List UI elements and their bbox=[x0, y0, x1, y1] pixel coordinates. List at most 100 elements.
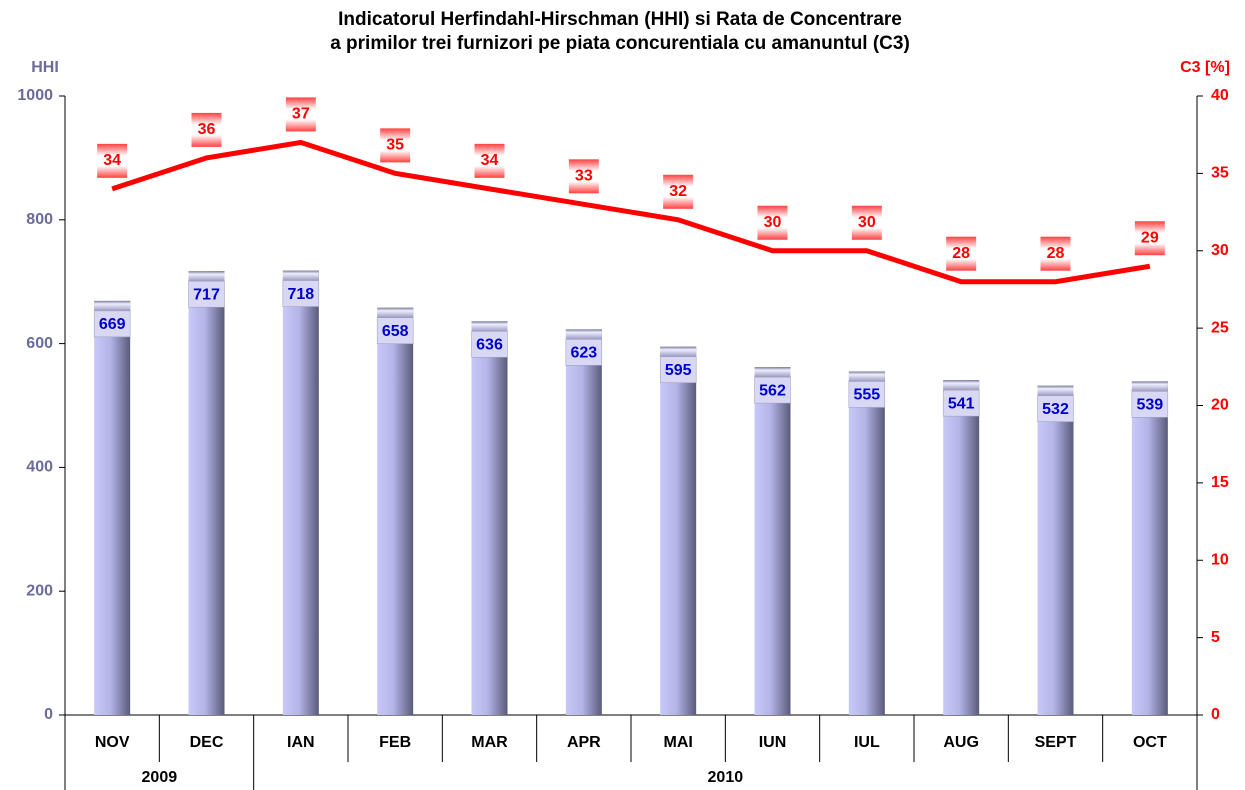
bar bbox=[565, 329, 602, 715]
value-label-box bbox=[851, 205, 882, 240]
y2-tick-label: 20 bbox=[1211, 397, 1229, 414]
category-group-label: 2009 bbox=[142, 769, 178, 786]
value-label-box bbox=[471, 331, 508, 358]
y2-axis-label: C3 [%] bbox=[1180, 59, 1230, 76]
value-label: 32 bbox=[669, 183, 687, 200]
bar-cap bbox=[660, 346, 697, 357]
value-label: 29 bbox=[1141, 229, 1159, 246]
value-label: 30 bbox=[858, 214, 876, 231]
value-label: 30 bbox=[764, 214, 782, 231]
value-label-box bbox=[659, 356, 697, 383]
value-label: 34 bbox=[103, 152, 121, 169]
value-label-box bbox=[565, 339, 603, 366]
value-label-box bbox=[1134, 221, 1165, 256]
value-label-box bbox=[663, 174, 694, 209]
value-label: 717 bbox=[193, 286, 220, 303]
y2-tick-label: 40 bbox=[1211, 87, 1229, 104]
bar bbox=[471, 321, 508, 715]
chart-subtitle: a primilor trei furnizori pe piata concu… bbox=[330, 33, 910, 54]
bar-cap bbox=[1037, 385, 1074, 396]
x-tick-label: AUG bbox=[943, 734, 979, 751]
value-label: 636 bbox=[476, 337, 503, 354]
bar bbox=[94, 300, 131, 715]
value-label-box bbox=[754, 376, 791, 404]
value-label-box bbox=[188, 280, 225, 308]
y-tick-label: 600 bbox=[26, 335, 53, 352]
value-label-box bbox=[376, 317, 414, 344]
value-label: 623 bbox=[570, 345, 597, 362]
bar bbox=[188, 271, 225, 715]
bar-cap bbox=[471, 321, 508, 332]
x-tick-label: MAI bbox=[664, 734, 693, 751]
x-tick-label: FEB bbox=[379, 734, 411, 751]
bar bbox=[754, 367, 791, 715]
y2-tick-label: 30 bbox=[1211, 242, 1229, 259]
value-label: 562 bbox=[759, 382, 786, 399]
value-label: 28 bbox=[1047, 245, 1065, 262]
line bbox=[111, 139, 1151, 285]
bar bbox=[1037, 385, 1074, 715]
value-label: 595 bbox=[665, 362, 692, 379]
value-label-box bbox=[568, 159, 599, 194]
bar bbox=[848, 371, 885, 715]
y-axis-label: HHI bbox=[31, 59, 59, 76]
x-tick-label: NOV bbox=[95, 734, 130, 751]
bar bbox=[943, 380, 980, 715]
value-label: 532 bbox=[1042, 401, 1069, 418]
bar-cap bbox=[565, 329, 602, 340]
bar-cap bbox=[1131, 381, 1168, 392]
value-label: 541 bbox=[948, 395, 975, 412]
value-label: 539 bbox=[1136, 397, 1163, 414]
y-tick-label: 400 bbox=[26, 459, 53, 476]
bar-cap bbox=[282, 270, 319, 281]
value-label-box bbox=[946, 236, 977, 271]
y2-tick-label: 0 bbox=[1211, 706, 1220, 723]
category-group-label: 2010 bbox=[708, 769, 744, 786]
value-label-box bbox=[285, 97, 316, 132]
bar bbox=[282, 270, 319, 715]
y2-tick-label: 25 bbox=[1211, 319, 1229, 336]
x-tick-label: MAR bbox=[471, 734, 508, 751]
value-label-box bbox=[1040, 236, 1071, 271]
value-label: 669 bbox=[99, 316, 126, 333]
y-tick-label: 1000 bbox=[17, 87, 53, 104]
bar-cap bbox=[94, 300, 131, 311]
x-tick-label: IUL bbox=[854, 734, 880, 751]
value-label-box bbox=[1037, 395, 1074, 422]
value-label-box bbox=[1131, 391, 1169, 418]
x-tick-label: DEC bbox=[190, 734, 224, 751]
x-tick-label: OCT bbox=[1133, 734, 1167, 751]
value-label: 35 bbox=[386, 137, 404, 154]
bar bbox=[377, 307, 414, 715]
x-tick-label: IUN bbox=[759, 734, 787, 751]
value-label: 555 bbox=[853, 387, 880, 404]
bar-cap bbox=[943, 380, 980, 391]
y-tick-label: 200 bbox=[26, 582, 53, 599]
y-tick-label: 0 bbox=[44, 706, 53, 723]
bar-cap bbox=[754, 367, 791, 378]
value-label-box bbox=[93, 310, 131, 338]
value-label: 34 bbox=[481, 152, 499, 169]
bar bbox=[1131, 381, 1168, 715]
value-label-box bbox=[474, 143, 505, 178]
x-tick-label: APR bbox=[567, 734, 601, 751]
value-label: 658 bbox=[382, 323, 409, 340]
bar-cap bbox=[188, 271, 225, 282]
value-label: 33 bbox=[575, 168, 593, 185]
chart-title: Indicatorul Herfindahl-Hirschman (HHI) s… bbox=[338, 9, 902, 30]
y2-tick-label: 15 bbox=[1211, 474, 1229, 491]
value-label-box bbox=[757, 205, 788, 240]
bar-cap bbox=[377, 307, 414, 318]
value-label: 36 bbox=[198, 121, 216, 138]
value-label-box bbox=[848, 381, 886, 408]
y2-tick-label: 35 bbox=[1211, 165, 1229, 182]
x-tick-label: SEPT bbox=[1035, 734, 1077, 751]
bar-cap bbox=[848, 371, 885, 382]
y-tick-label: 800 bbox=[26, 211, 53, 228]
value-label: 718 bbox=[287, 286, 314, 303]
y2-tick-label: 10 bbox=[1211, 551, 1229, 568]
value-label-box bbox=[942, 389, 980, 417]
value-label-box bbox=[282, 280, 320, 307]
y2-tick-label: 5 bbox=[1211, 629, 1220, 646]
